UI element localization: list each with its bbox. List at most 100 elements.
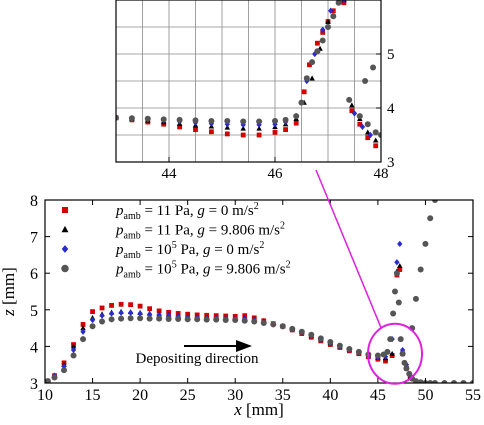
data-point: [303, 75, 310, 82]
series-4-points: [116, 0, 381, 138]
data-point: [209, 129, 214, 135]
data-point: [317, 335, 324, 342]
data-point: [222, 317, 229, 324]
x-tick-label: 45: [370, 387, 386, 404]
data-point: [309, 59, 316, 66]
data-point: [203, 316, 210, 323]
legend-label: pamb = 105 Pa, g = 0 m/s2: [115, 240, 264, 261]
data-point: [108, 310, 115, 317]
inset-chart: 44 46 483 4 5: [115, 0, 395, 182]
data-point: [256, 132, 262, 138]
data-point: [309, 75, 315, 81]
x-tick-label: 35: [275, 387, 291, 404]
data-point: [431, 200, 438, 203]
data-point: [90, 309, 95, 315]
data-point: [70, 346, 77, 354]
data-point: [328, 7, 334, 14]
y-tick-label: 5: [30, 303, 38, 320]
data-point: [61, 367, 68, 374]
main-y-ticks: 3 4 5 6 7 8: [30, 193, 473, 393]
inset-x-ticks: 44 46 48: [162, 157, 389, 182]
data-point: [80, 328, 86, 335]
data-point: [341, 0, 347, 4]
legend-item: pamb = 105 Pa, g = 9.806 m/s2: [61, 260, 291, 281]
data-point: [330, 13, 337, 20]
legend-marker: [61, 225, 69, 233]
data-point: [397, 336, 404, 343]
data-point: [109, 303, 114, 308]
data-point: [301, 89, 307, 95]
data-point: [232, 317, 239, 324]
data-point: [192, 117, 199, 124]
data-point: [325, 18, 331, 24]
y-axis-label: z [mm]: [0, 267, 18, 317]
data-point: [370, 64, 377, 71]
legend-label: pamb = 11 Pa, g = 9.806 m/s2: [115, 221, 285, 242]
legend-label: pamb = 105 Pa, g = 9.806 m/s2: [115, 260, 291, 281]
legend-label: pamb = 11 Pa, g = 0 m/s2: [115, 201, 259, 222]
data-point: [406, 370, 413, 377]
data-point: [80, 322, 86, 327]
data-point: [365, 135, 371, 141]
inset-y-tick-label: 4: [387, 101, 395, 117]
x-axis-label: x [mm]: [233, 400, 284, 419]
legend-marker: [62, 207, 68, 213]
x-tick-label: 50: [417, 387, 433, 404]
data-point: [362, 78, 369, 84]
data-point: [240, 118, 247, 125]
data-point: [118, 301, 124, 307]
y-tick-label: 7: [30, 230, 38, 247]
data-point: [460, 380, 467, 383]
data-point: [372, 129, 379, 136]
data-point: [383, 358, 388, 364]
series-4-points: [45, 200, 473, 383]
data-point: [289, 325, 296, 332]
legend-marker: [61, 264, 69, 273]
data-point: [193, 127, 198, 132]
depositing-direction-annotation: Depositing direction: [136, 340, 259, 367]
data-point: [127, 315, 134, 322]
data-point: [194, 316, 201, 323]
x-tick-label: 25: [180, 387, 196, 404]
data-point: [346, 96, 353, 103]
data-point: [314, 48, 321, 55]
zoom-region-circle: [367, 322, 424, 385]
data-point: [403, 365, 410, 372]
data-point: [356, 113, 363, 120]
data-point: [128, 115, 135, 122]
data-point: [431, 380, 438, 383]
data-point: [224, 117, 231, 124]
data-point: [394, 259, 400, 266]
data-point: [128, 302, 133, 308]
data-point: [422, 240, 429, 247]
data-point: [224, 131, 230, 137]
inset-x-tick-label: 46: [268, 166, 284, 182]
data-point: [417, 266, 424, 273]
data-point: [89, 316, 96, 324]
data-point: [364, 129, 371, 135]
data-point: [175, 315, 182, 322]
data-point: [137, 315, 144, 322]
data-point: [256, 118, 263, 125]
data-point: [293, 120, 299, 126]
data-point: [397, 263, 403, 269]
data-point: [213, 316, 220, 323]
data-point: [176, 116, 183, 123]
data-point: [293, 113, 300, 120]
zoom-callout: [315, 169, 424, 385]
legend-item: pamb = 105 Pa, g = 0 m/s2: [61, 240, 264, 261]
legend-item: pamb = 11 Pa, g = 9.806 m/s2: [61, 221, 285, 242]
data-point: [137, 310, 143, 317]
data-point: [395, 299, 402, 306]
data-point: [165, 315, 172, 322]
data-point: [397, 240, 403, 248]
data-point: [270, 321, 277, 328]
data-point: [325, 24, 331, 30]
y-tick-label: 6: [30, 266, 38, 283]
data-point: [374, 352, 381, 359]
data-point: [336, 342, 343, 349]
data-point: [147, 306, 153, 312]
inset-y-ticks: 3 4 5: [376, 47, 395, 171]
